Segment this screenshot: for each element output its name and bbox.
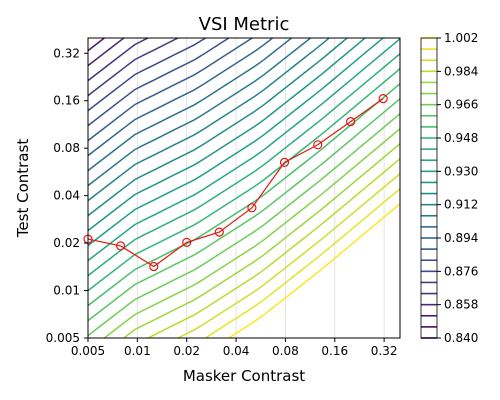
y-tick-label: 0.02 xyxy=(53,236,80,250)
x-tick-label: 0.02 xyxy=(173,344,200,358)
y-axis-ticks: 0.005 0.01 0.02 0.04 0.08 0.16 0.32 xyxy=(46,46,88,345)
y-tick-label: 0.08 xyxy=(53,141,80,155)
contour-line xyxy=(88,38,231,127)
x-axis-ticks: 0.005 0.01 0.02 0.04 0.08 0.16 0.32 xyxy=(71,338,398,358)
contour-line xyxy=(88,38,331,202)
colorbar-tick-label: 0.840 xyxy=(444,331,478,345)
x-tick-label: 0.08 xyxy=(272,344,299,358)
colorbar-tick-label: 0.858 xyxy=(444,298,478,312)
threshold-line xyxy=(87,98,384,268)
colorbar-tick-label: 0.948 xyxy=(444,131,478,145)
x-tick-label: 0.005 xyxy=(71,344,105,358)
colorbar-tick-label: 1.002 xyxy=(444,31,478,45)
y-tick-label: 0.01 xyxy=(53,284,80,298)
y-tick-label: 0.005 xyxy=(46,331,80,345)
contour-line xyxy=(88,38,274,157)
contour-line xyxy=(88,52,400,277)
colorbar-tick-label: 0.876 xyxy=(444,264,478,278)
contour-line xyxy=(88,38,385,247)
x-tick-label: 0.01 xyxy=(124,344,151,358)
colorbar: 0.840 0.858 0.876 0.894 0.912 0.930 0.948 0.966… xyxy=(420,31,478,345)
threshold-curve xyxy=(83,93,388,272)
contour-line xyxy=(88,82,400,307)
y-axis-label: Test Contrast xyxy=(14,139,32,239)
colorbar-tick-label: 0.894 xyxy=(444,231,478,245)
plot-area xyxy=(83,37,401,339)
x-tick-label: 0.04 xyxy=(223,344,250,358)
contour-line xyxy=(88,38,400,262)
contour-line xyxy=(88,38,254,142)
contour-line xyxy=(88,38,207,112)
contour-line xyxy=(122,142,400,338)
y-tick-label: 0.16 xyxy=(53,94,80,108)
contour-line xyxy=(88,38,367,232)
colorbar-frame xyxy=(420,37,438,339)
y-tick-label: 0.32 xyxy=(53,46,80,60)
threshold-point xyxy=(182,237,192,247)
contour-line xyxy=(88,97,400,322)
contour-line xyxy=(88,112,400,337)
threshold-point xyxy=(115,241,126,251)
contour-line xyxy=(176,172,400,338)
contour-line xyxy=(146,157,400,338)
threshold-point xyxy=(247,203,257,213)
threshold-point xyxy=(279,157,290,167)
colorbar-tick-label: 0.912 xyxy=(444,198,478,212)
threshold-point xyxy=(378,93,388,104)
x-tick-label: 0.16 xyxy=(321,344,348,358)
colorbar-tick-label: 0.966 xyxy=(444,98,478,112)
contour-line xyxy=(88,38,312,187)
threshold-point xyxy=(313,140,323,150)
x-axis-label: Masker Contrast xyxy=(183,367,305,385)
threshold-point xyxy=(346,116,356,127)
contour-line xyxy=(88,38,293,172)
contour-line xyxy=(88,67,400,292)
plot-frame xyxy=(87,37,401,339)
contour-line xyxy=(103,127,400,338)
contour-line xyxy=(204,187,400,338)
contour-line xyxy=(88,38,126,67)
contour-line xyxy=(88,38,349,217)
y-tick-label: 0.04 xyxy=(53,189,80,203)
chart-title: VSI Metric xyxy=(199,14,290,35)
contour-lines xyxy=(88,38,400,338)
plot-background xyxy=(88,38,400,338)
threshold-point xyxy=(214,227,224,237)
contour-line xyxy=(88,38,180,97)
contour-line xyxy=(88,38,106,52)
contour-line xyxy=(227,202,400,338)
contour-line xyxy=(88,38,150,82)
x-tick-label: 0.32 xyxy=(371,344,398,358)
colorbar-tick-label: 0.984 xyxy=(444,64,478,78)
threshold-point xyxy=(149,261,159,272)
colorbar-tick-label: 0.930 xyxy=(444,164,478,178)
